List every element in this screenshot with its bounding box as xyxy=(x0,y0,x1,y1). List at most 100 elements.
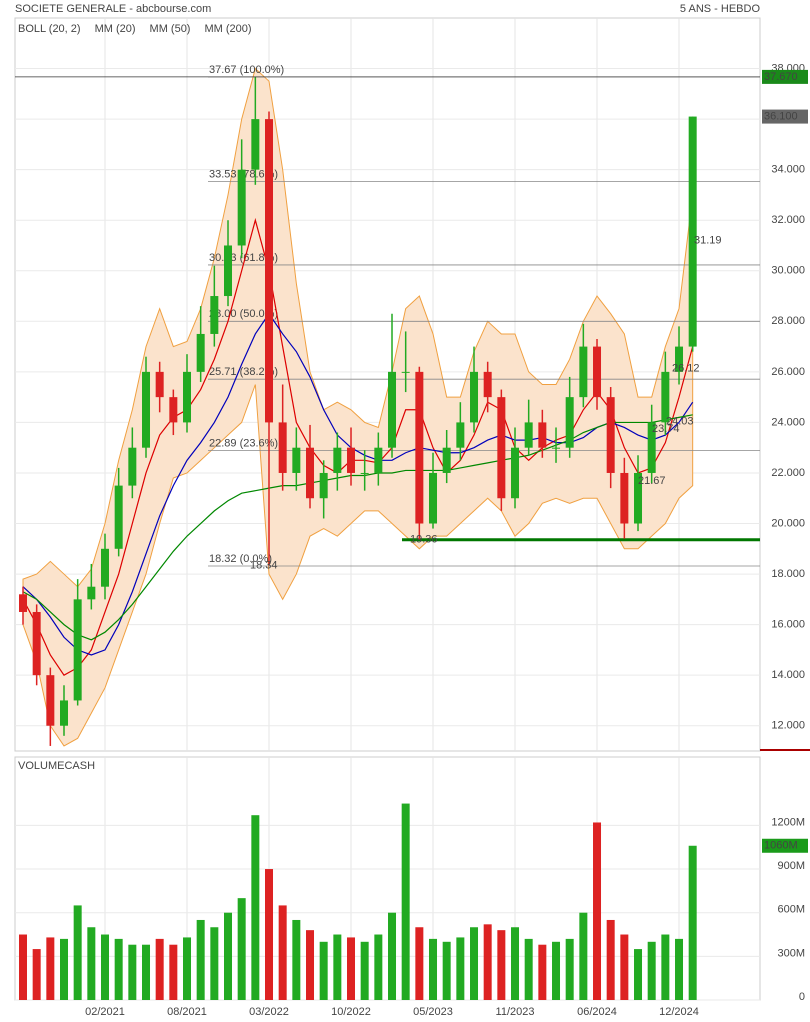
candle-body xyxy=(688,116,697,347)
candle-body xyxy=(675,346,684,372)
y-tick-label: 30.000 xyxy=(771,265,805,277)
volume-title: VOLUMECASH xyxy=(18,760,95,772)
y-tick-label: 16.000 xyxy=(771,619,805,631)
title: SOCIETE GENERALE - abcbourse.com xyxy=(15,3,211,15)
y-tick-label: 28.000 xyxy=(771,315,805,327)
candle-body xyxy=(278,422,287,473)
candle-body xyxy=(210,296,219,334)
candle-body xyxy=(333,447,342,473)
max-marker-label: 37.670 xyxy=(764,71,798,83)
volume-bar xyxy=(114,938,123,1000)
volume-bar xyxy=(497,930,506,1000)
x-tick-label: 06/2024 xyxy=(577,1006,617,1018)
last-marker-box xyxy=(762,109,808,124)
volume-bar xyxy=(524,938,533,1000)
volume-bar xyxy=(606,919,615,1000)
price-annotation: 21.67 xyxy=(638,475,666,487)
volume-bar xyxy=(401,803,410,1000)
y-tick-label: 0 xyxy=(799,991,805,1003)
y-tick-label: 34.000 xyxy=(771,164,805,176)
volume-bar xyxy=(265,869,274,1000)
y-tick-label: 24.000 xyxy=(771,416,805,428)
candle-body xyxy=(292,447,301,473)
candle-body xyxy=(661,371,670,423)
candle-body xyxy=(524,422,533,448)
fib-label: 25.71 (38.2%) xyxy=(209,366,278,378)
volume-bar xyxy=(374,934,383,1000)
y-tick-label: 600M xyxy=(777,904,805,916)
volume-bar xyxy=(169,944,178,1000)
volume-bar xyxy=(538,944,547,1000)
last-marker-label: 36.100 xyxy=(764,110,798,122)
volume-bar xyxy=(675,938,684,1000)
x-tick-label: 08/2021 xyxy=(167,1006,207,1018)
candle-body xyxy=(265,119,274,423)
candle-body xyxy=(593,346,602,398)
volume-bar xyxy=(347,937,356,1000)
candle-body xyxy=(169,397,178,423)
candle-body xyxy=(483,371,492,398)
candle-body xyxy=(647,422,656,473)
volume-bar xyxy=(319,941,328,1000)
candle-body xyxy=(415,371,424,524)
volume-bar xyxy=(306,930,315,1000)
legend-item: MM (50) xyxy=(150,23,191,35)
volume-bar xyxy=(388,912,397,1000)
volume-bar xyxy=(210,927,219,1000)
legend-item: BOLL (20, 2) xyxy=(18,23,81,35)
volume-bar xyxy=(661,934,670,1000)
price-annotation: 19.36 xyxy=(410,534,438,546)
candle-body xyxy=(565,397,574,448)
y-tick-label: 900M xyxy=(777,860,805,872)
volume-bar xyxy=(456,937,465,1000)
volume-bar xyxy=(429,938,438,1000)
volume-bar xyxy=(128,944,137,1000)
y-tick-label: 32.000 xyxy=(771,214,805,226)
volume-bar xyxy=(620,934,629,1000)
volume-bar xyxy=(442,941,451,1000)
price-annotation: 26.12 xyxy=(672,363,700,375)
candle-body xyxy=(19,594,27,612)
fib-label: 28.00 (50.0%) xyxy=(209,308,278,320)
candle-body xyxy=(470,371,479,423)
volume-bar xyxy=(292,919,301,1000)
volume-bar xyxy=(19,934,27,1000)
price-annotation: 24.03 xyxy=(666,416,694,428)
volume-bar xyxy=(278,905,287,1000)
volume-bar xyxy=(593,822,602,1000)
candle-body xyxy=(155,371,164,398)
candle-body xyxy=(306,447,315,499)
volume-bar xyxy=(46,937,55,1000)
candle-body xyxy=(196,333,205,372)
fib-label: 18.32 (0.0%) xyxy=(209,553,272,565)
fib-label: 22.89 (23.6%) xyxy=(209,437,278,449)
volume-bar xyxy=(360,941,369,1000)
volume-bar xyxy=(470,927,479,1000)
y-tick-label: 12.000 xyxy=(771,720,805,732)
candle-body xyxy=(511,447,520,499)
candle-body xyxy=(552,447,561,449)
volume-bar xyxy=(155,938,164,1000)
period: 5 ANS - HEBDO xyxy=(680,3,761,15)
legend-item: MM (200) xyxy=(204,23,251,35)
volume-bar xyxy=(142,944,151,1000)
candle-body xyxy=(360,472,369,474)
candle-body xyxy=(442,447,451,473)
x-tick-label: 12/2024 xyxy=(659,1006,699,1018)
candle-body xyxy=(60,700,69,726)
candle-body xyxy=(374,447,383,473)
volume-bar xyxy=(87,927,96,1000)
y-tick-label: 1200M xyxy=(771,816,805,828)
volume-bar xyxy=(183,937,192,1000)
candle-body xyxy=(46,675,55,726)
candle-body xyxy=(401,371,410,373)
y-tick-label: 22.000 xyxy=(771,467,805,479)
candle-body xyxy=(101,548,110,587)
x-tick-label: 02/2021 xyxy=(85,1006,125,1018)
candle-body xyxy=(114,485,123,549)
volume-marker-box xyxy=(762,838,808,853)
fib-label: 37.67 (100.0%) xyxy=(209,64,284,76)
bollinger-band xyxy=(22,67,694,747)
x-tick-label: 10/2022 xyxy=(331,1006,371,1018)
